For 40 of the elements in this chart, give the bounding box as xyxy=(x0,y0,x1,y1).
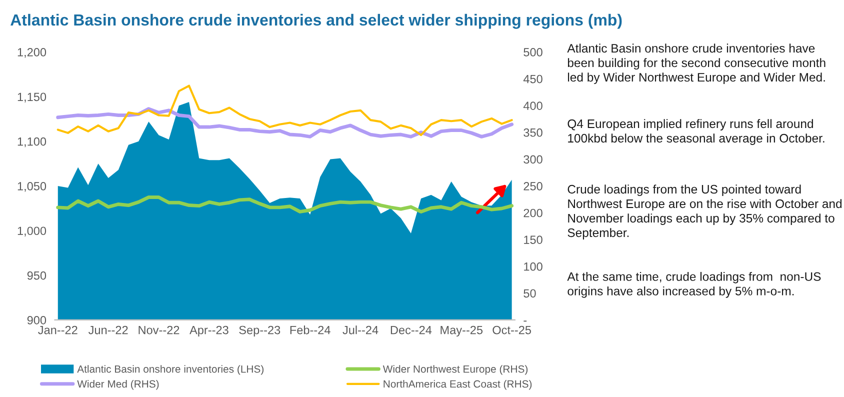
y-tick-label: 1,000 xyxy=(18,226,46,236)
text: Crude loadings from the US pointed toward Northwest Europe are on the rise with October and November loadings each up by 35% compared to September. xyxy=(568,184,842,240)
y2-tick-label: 250 xyxy=(524,182,542,190)
x-tick-label: Jul--24 xyxy=(342,326,378,334)
line-series xyxy=(56,84,513,136)
y2-tick-label: 400 xyxy=(523,102,542,110)
y2-tick-label: 350 xyxy=(524,128,542,137)
y-tick-label: 1,100 xyxy=(18,137,46,148)
y-tick-label: 1,150 xyxy=(18,92,46,102)
legend-label: Wider Northwest Europe (RHS) xyxy=(382,365,528,375)
legend-label: Atlantic Basin onshore inventories (LHS) xyxy=(77,365,264,375)
x-tick-label: Apr--23 xyxy=(190,326,228,337)
text: Q4 European implied refinery runs fell around 100kbd below the seasonal average in October. xyxy=(568,119,824,145)
legend-label: Wider Med (RHS) xyxy=(77,380,159,390)
y-tick-label: 900 xyxy=(27,316,46,324)
x-tick-label: Feb--24 xyxy=(290,326,330,334)
text: At the same time, crude loadings from non-US origins have also increased by 5% m-o-m. xyxy=(567,272,821,298)
line-series xyxy=(56,107,514,138)
x-tick-label: Sep--23 xyxy=(239,326,280,337)
x-tick-label: Nov--22 xyxy=(138,326,180,334)
y-tick-label: 1,050 xyxy=(18,182,46,192)
legend-label: NorthAmerica East Coast (RHS) xyxy=(384,380,532,390)
y2-tick-label: 500 xyxy=(524,48,542,56)
y-tick-label: 950 xyxy=(27,271,46,280)
y2-tick-label: 50 xyxy=(524,289,536,298)
x-tick-label: Dec--24 xyxy=(390,326,432,334)
line-series xyxy=(56,196,514,214)
y2-tick-label: 100 xyxy=(524,262,542,271)
x-tick-label: Jun--22 xyxy=(88,326,128,334)
chart-title: Atlantic Basin onshore crude inventories and select wider shipping regions (mb) xyxy=(10,14,622,29)
y2-tick-label: 200 xyxy=(524,208,542,218)
y2-tick-label: 150 xyxy=(524,236,542,244)
x-tick-label: Oct--25 xyxy=(492,326,531,334)
y2-tick-label: 450 xyxy=(523,74,542,84)
x-tick-label: Jan--22 xyxy=(38,326,78,334)
y2-tick-label: 300 xyxy=(524,155,542,164)
text: Atlantic Basin onshore crude inventories have been building for the second consecutive month led by Wider Northwest Europe and Wider Med. xyxy=(567,44,826,84)
y-tick-label: 1,200 xyxy=(18,48,46,58)
x-tick-label: May--25 xyxy=(440,326,483,337)
y2-tick-label: - xyxy=(524,320,527,322)
